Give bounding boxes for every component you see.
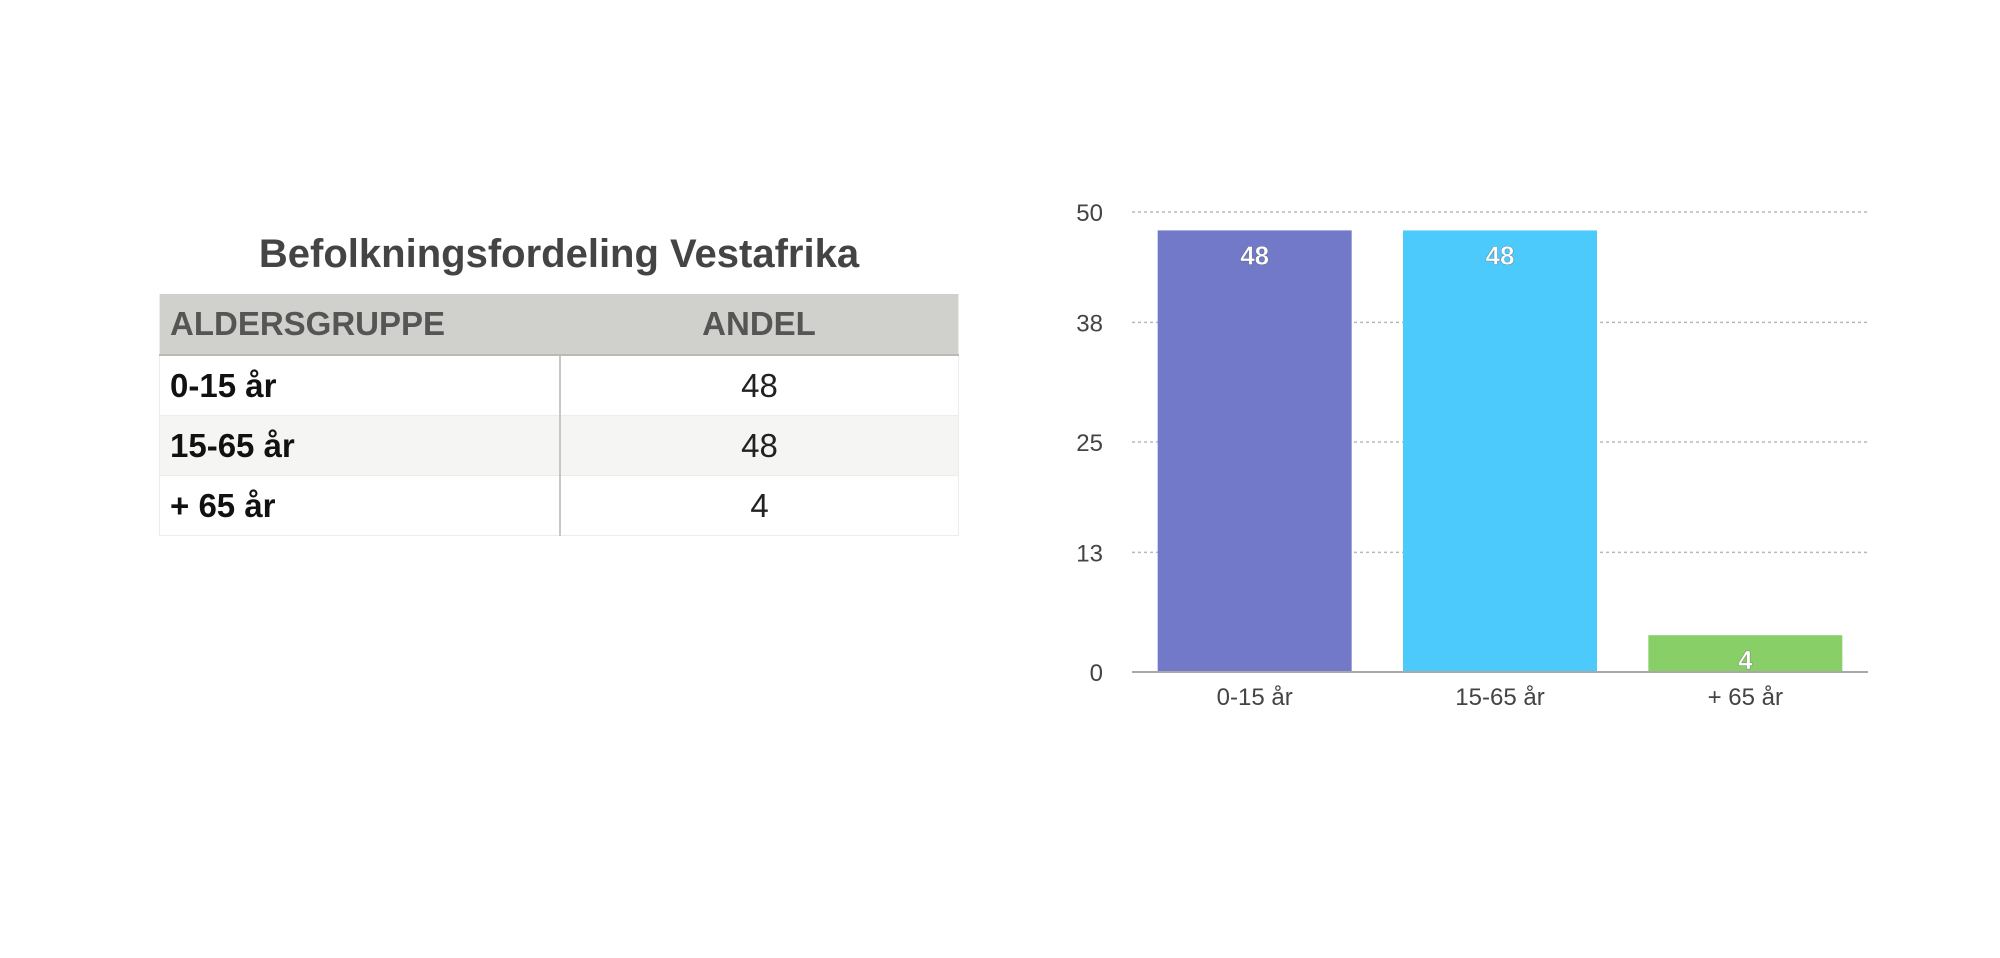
row-share: 48: [560, 415, 959, 476]
bar: [1648, 635, 1843, 672]
bar: [1403, 230, 1597, 672]
row-share: 4: [560, 475, 959, 536]
header-age-group: ALDERSGRUPPE: [159, 294, 560, 356]
table-row: 15-65 år 48: [159, 415, 959, 476]
row-share: 48: [560, 355, 959, 416]
bar-data-label: 48: [1486, 240, 1515, 270]
bar-data-label: 48: [1240, 240, 1269, 270]
table-title: Befolkningsfordeling Vestafrika: [258, 232, 860, 276]
table-row: 0-15 år 48: [159, 355, 959, 416]
y-tick-label: 25: [1076, 430, 1103, 457]
data-table-panel: Befolkningsfordeling Vestafrika ALDERSGR…: [159, 222, 959, 536]
x-tick-label: 0-15 år: [1217, 684, 1293, 711]
row-age-group: 15-65 år: [159, 415, 561, 476]
y-tick-label: 0: [1090, 660, 1103, 687]
row-age-group: 0-15 år: [159, 355, 561, 416]
bar-data-label: 4: [1738, 645, 1753, 675]
x-tick-label: + 65 år: [1708, 684, 1783, 711]
header-share: ANDEL: [560, 294, 959, 356]
table-header-row: ALDERSGRUPPE ANDEL: [159, 294, 959, 356]
table-row: + 65 år 4: [159, 475, 959, 536]
y-tick-label: 13: [1076, 540, 1103, 567]
y-tick-label: 38: [1076, 310, 1103, 337]
x-tick-label: 15-65 år: [1455, 684, 1544, 711]
data-table: ALDERSGRUPPE ANDEL 0-15 år 48 15-65 år 4…: [159, 294, 959, 536]
row-age-group: + 65 år: [159, 475, 561, 536]
bar: [1157, 230, 1352, 672]
y-tick-label: 50: [1076, 200, 1103, 227]
